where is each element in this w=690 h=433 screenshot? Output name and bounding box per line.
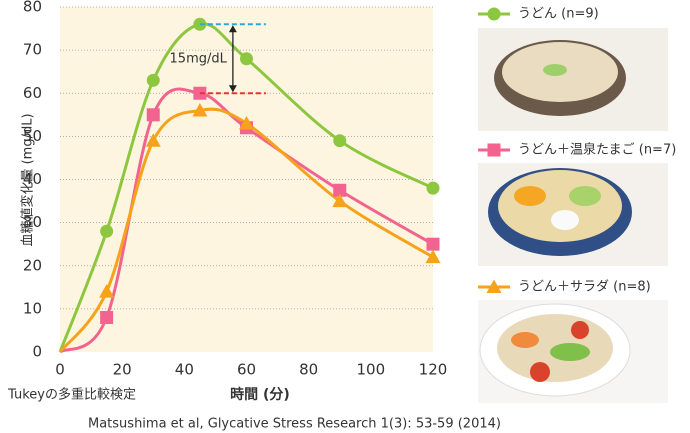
marker <box>146 73 160 87</box>
x-tick-label: 40 <box>175 361 194 379</box>
x-tick-label: 60 <box>237 361 256 379</box>
legend-marker <box>487 7 501 21</box>
note: Tukeyの多重比較検定 <box>7 387 136 403</box>
x-axis-label: 時間 (分) <box>230 386 290 403</box>
legend-label: うどん＋サラダ (n=8) <box>518 280 651 295</box>
x-tick-label: 20 <box>113 361 132 379</box>
y-tick-label: 60 <box>23 84 42 102</box>
y-tick-label: 0 <box>32 343 42 361</box>
arrow-head <box>228 25 237 33</box>
source: Matsushima et al, Glycative Stress Resea… <box>88 417 501 432</box>
y-axis-label: 血糖値変化量 (mg/dL) <box>20 113 36 246</box>
marker <box>99 284 115 298</box>
marker <box>333 183 347 197</box>
y-tick-label: 20 <box>23 256 42 274</box>
x-tick-label: 120 <box>419 361 448 379</box>
marker <box>145 133 161 147</box>
marker <box>100 311 114 324</box>
marker <box>332 193 348 208</box>
marker <box>426 237 440 251</box>
y-tick-label: 30 <box>23 213 42 231</box>
photo-udon <box>478 28 668 131</box>
legend-label: うどん (n=9) <box>518 7 599 22</box>
annotation: 15mg/dL <box>170 51 228 66</box>
legend-marker <box>486 279 502 293</box>
marker <box>192 103 208 117</box>
y-tick-label: 80 <box>23 0 42 16</box>
legend-marker <box>487 143 501 157</box>
legend-label: うどん＋温泉たまご (n=7) <box>518 142 676 158</box>
x-tick-label: 80 <box>299 361 318 379</box>
photo-udon-salad <box>478 300 668 403</box>
y-tick-label: 40 <box>23 170 42 188</box>
marker <box>240 52 253 66</box>
marker <box>146 108 160 122</box>
marker <box>333 134 347 148</box>
marker <box>100 224 114 238</box>
y-tick-label: 70 <box>23 41 42 59</box>
x-tick-label: 100 <box>357 361 386 379</box>
marker <box>425 249 441 264</box>
marker <box>426 181 440 195</box>
x-tick-label: 0 <box>55 361 65 379</box>
y-tick-label: 10 <box>23 299 42 317</box>
arrow-head <box>228 85 237 93</box>
y-tick-label: 50 <box>23 127 42 145</box>
marker <box>239 115 254 130</box>
photo-udon-egg <box>478 163 668 266</box>
